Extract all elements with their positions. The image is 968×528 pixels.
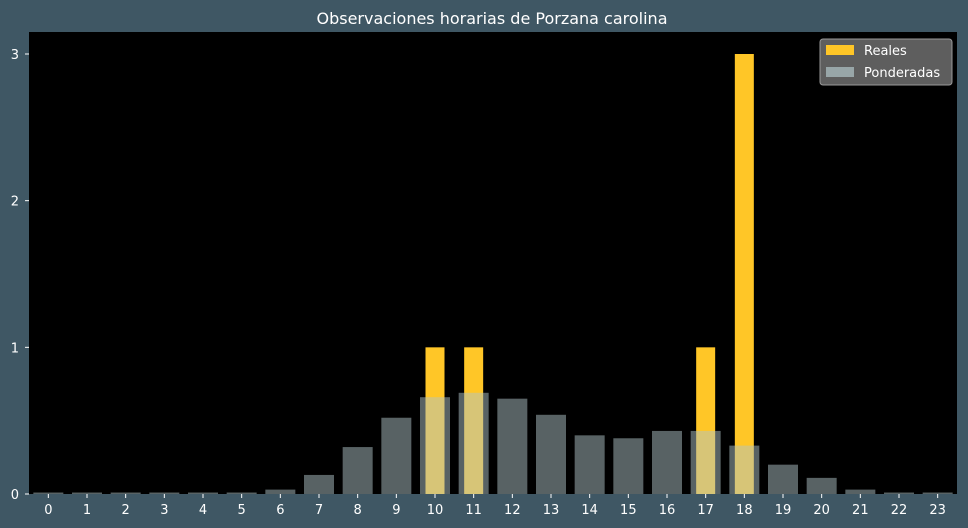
bar-ponderadas-12 [497,398,528,494]
x-tick-label-1: 1 [83,503,91,518]
bars-ponderadas [33,392,953,494]
bar-ponderadas-15 [613,438,644,494]
x-tick-label-7: 7 [315,503,323,518]
x-tick-label-18: 18 [736,503,753,518]
bar-ponderadas-19 [768,464,798,494]
x-tick-label-8: 8 [354,503,362,518]
legend-swatch-reales [826,45,854,55]
x-tick-label-16: 16 [659,503,676,518]
x-tick-label-17: 17 [697,503,714,518]
bar-ponderadas-22 [884,492,914,494]
x-tick-label-5: 5 [238,503,246,518]
x-tick-label-19: 19 [775,503,792,518]
y-axis: 0 1 2 3 [11,48,29,503]
x-tick-label-10: 10 [427,503,444,518]
bar-ponderadas-16 [652,430,682,494]
legend-swatch-ponderadas [826,67,854,77]
x-tick-label-12: 12 [504,503,521,518]
x-tick-label-6: 6 [276,503,284,518]
bar-ponderadas-7 [304,474,334,494]
x-axis: 0 1 2 3 4 5 6 7 8 9 10 11 12 13 14 15 16 17 18 19 20 21 22 23 [44,494,946,518]
bar-ponderadas-13 [536,414,566,494]
bar-ponderadas-20 [806,477,837,494]
bar-ponderadas-0 [33,492,64,494]
x-tick-label-2: 2 [122,503,130,518]
bar-ponderadas-6 [265,489,296,494]
bar-ponderadas-11 [458,392,489,494]
x-tick-label-23: 23 [929,503,946,518]
plot-area [29,32,957,494]
bar-ponderadas-14 [574,435,605,494]
bar-ponderadas-2 [110,492,141,494]
chart-title: Observaciones horarias de Porzana caroli… [317,9,668,28]
bar-ponderadas-4 [188,492,218,494]
bar-ponderadas-5 [226,492,257,494]
legend: Reales Ponderadas [819,38,953,86]
y-tick-label-0: 0 [11,488,19,503]
y-tick-label-3: 3 [11,48,19,63]
x-tick-label-9: 9 [392,503,400,518]
bar-ponderadas-17 [690,430,721,494]
y-tick-label-1: 1 [11,341,19,356]
bar-ponderadas-21 [845,489,876,494]
x-tick-label-14: 14 [581,503,598,518]
x-tick-label-15: 15 [620,503,637,518]
y-tick-label-2: 2 [11,195,19,210]
bar-ponderadas-18 [729,445,760,494]
x-tick-label-0: 0 [44,503,52,518]
bar-ponderadas-3 [149,492,180,494]
legend-label-reales: Reales [864,44,907,59]
x-tick-label-11: 11 [465,503,482,518]
bar-ponderadas-9 [381,417,412,494]
bar-ponderadas-10 [420,397,450,494]
bar-reales-18 [734,54,754,494]
bar-ponderadas-8 [342,447,373,494]
x-tick-label-21: 21 [852,503,869,518]
bar-ponderadas-23 [922,492,953,494]
x-tick-label-22: 22 [891,503,908,518]
legend-label-ponderadas: Ponderadas [864,66,940,81]
x-tick-label-13: 13 [543,503,560,518]
bar-ponderadas-1 [72,492,102,494]
x-tick-label-20: 20 [813,503,830,518]
x-tick-label-3: 3 [160,503,168,518]
x-tick-label-4: 4 [199,503,207,518]
